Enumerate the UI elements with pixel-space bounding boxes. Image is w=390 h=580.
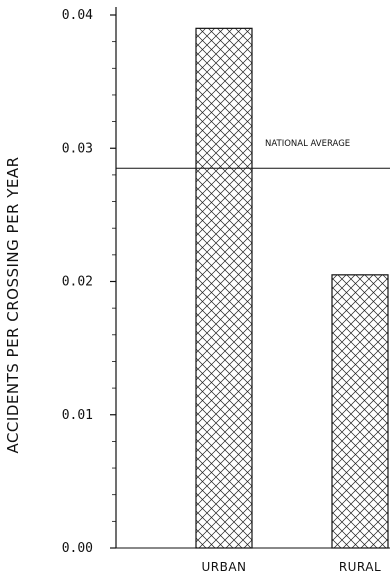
national-average-group: NATIONAL AVERAGE <box>116 139 390 168</box>
bar-rural <box>332 275 388 548</box>
category-labels: URBAN RURAL <box>201 560 381 574</box>
y-axis-title: ACCIDENTS PER CROSSING PER YEAR <box>4 156 22 453</box>
y-tick-label: 0.03 <box>62 141 93 156</box>
national-average-label: NATIONAL AVERAGE <box>265 139 350 149</box>
bar-urban <box>196 28 252 548</box>
y-tick-label: 0.02 <box>62 275 93 290</box>
x-tick-label-rural: RURAL <box>339 560 381 574</box>
x-tick-label-urban: URBAN <box>201 560 246 574</box>
bars <box>196 28 388 548</box>
y-tick-label: 0.01 <box>62 408 93 423</box>
y-tick-label: 0.00 <box>62 541 93 556</box>
y-tick-label: 0.04 <box>62 8 93 23</box>
